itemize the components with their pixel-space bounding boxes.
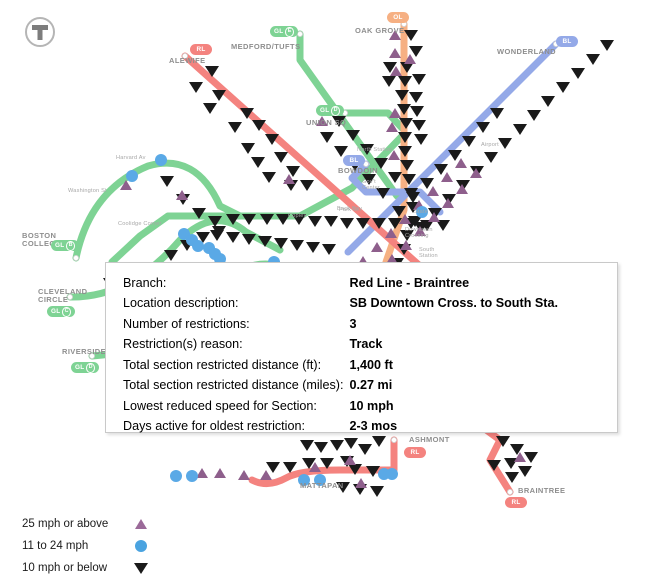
branch-letter: B	[66, 240, 75, 251]
tooltip-key: Restriction(s) reason:	[123, 337, 243, 352]
mbta-t-logo	[25, 17, 55, 47]
route-badge-rl[interactable]: RL	[505, 497, 527, 508]
legend: 25 mph or above 11 to 24 mph 10 mph or bel…	[22, 513, 152, 579]
route-code: GL	[51, 308, 61, 315]
tooltip-key: Lowest reduced speed for Section:	[123, 398, 317, 413]
tooltip-row: Total section restricted distance (miles…	[123, 377, 558, 397]
route-badge-gl[interactable]: GL B	[51, 240, 79, 251]
tooltip-value: Red Line - Braintree	[349, 276, 470, 290]
tooltip-row: Branch: Red Line - Braintree	[123, 275, 558, 295]
tooltip-value: 0.27 mi	[349, 378, 393, 393]
tooltip-row: Location description: SB Downtown Cross. …	[123, 295, 558, 315]
route-badge-gl[interactable]: GL E	[270, 26, 298, 37]
branch-letter: E	[285, 26, 294, 37]
branch-letter: D	[86, 362, 95, 373]
legend-label: 11 to 24 mph	[22, 540, 89, 552]
blue-line-bowdoin	[348, 160, 444, 216]
tooltip-value: 10 mph	[349, 398, 394, 413]
tooltip-value: SB Downtown Cross. to South Sta.	[349, 296, 558, 311]
tooltip-row: Number of restrictions: 3	[123, 316, 558, 336]
speed-restriction-tooltip: Branch: Red Line - Braintree Location desc…	[105, 262, 618, 433]
tooltip-value: 1,400 ft	[349, 357, 393, 372]
tooltip-value: 2-3 mos	[349, 419, 398, 434]
tooltip-value: 3	[349, 316, 357, 331]
red-line-ashmont	[336, 436, 398, 474]
tooltip-key: Total section restricted distance (ft):	[123, 357, 322, 372]
legend-symbol-triangle-up	[130, 519, 152, 529]
legend-item[interactable]: 11 to 24 mph	[22, 535, 152, 557]
legend-symbol-triangle-down	[130, 562, 152, 574]
tooltip-key: Branch:	[123, 276, 167, 290]
route-code: GL	[55, 242, 65, 249]
tooltip-table: Branch: Red Line - Braintree Location desc…	[123, 275, 558, 439]
branch-letter: D	[331, 105, 340, 116]
route-badge-gl[interactable]: GL C	[47, 306, 75, 317]
red-line-trunk	[181, 52, 424, 270]
route-badge-rl[interactable]: RL	[190, 44, 212, 55]
route-code: GL	[320, 107, 330, 114]
green-line-b-branch	[72, 159, 244, 262]
tooltip-key: Days active for oldest restriction:	[123, 419, 305, 434]
route-badge-rl[interactable]: RL	[404, 447, 426, 458]
tooltip-value: Track	[349, 337, 383, 352]
tooltip-key: Location description:	[123, 296, 239, 311]
legend-symbol-circle	[130, 540, 152, 552]
route-badge-bl[interactable]: BL	[556, 36, 578, 47]
route-badge-gl[interactable]: GL D	[71, 362, 99, 373]
route-code: BL	[349, 157, 359, 164]
tooltip-key: Number of restrictions:	[123, 316, 250, 331]
route-code: RL	[511, 499, 521, 506]
red-line-mattapan	[248, 466, 344, 487]
route-code: OL	[393, 14, 403, 21]
tooltip-key: Total section restricted distance (miles…	[123, 378, 344, 393]
tooltip-row: Restriction(s) reason: Track	[123, 336, 558, 356]
legend-item[interactable]: 25 mph or above	[22, 513, 152, 535]
route-badge-ol[interactable]: OL	[387, 12, 409, 23]
legend-item[interactable]: 10 mph or below	[22, 557, 152, 579]
branch-letter: C	[62, 306, 71, 317]
route-code: RL	[196, 46, 206, 53]
tooltip-row: Lowest reduced speed for Section: 10 mph	[123, 398, 558, 418]
blue-line	[344, 40, 560, 256]
tooltip-row: Days active for oldest restriction: 2-3 m…	[123, 418, 558, 438]
legend-label: 25 mph or above	[22, 518, 109, 530]
route-code: RL	[410, 449, 420, 456]
route-code: GL	[274, 28, 284, 35]
route-code: GL	[75, 364, 85, 371]
legend-label: 10 mph or below	[22, 562, 108, 574]
route-code: BL	[562, 38, 572, 45]
route-badge-bl[interactable]: BL	[343, 155, 365, 166]
green-line-union-sq	[341, 109, 406, 132]
tooltip-row: Total section restricted distance (ft): 1…	[123, 357, 558, 377]
route-badge-gl[interactable]: GL D	[316, 105, 344, 116]
